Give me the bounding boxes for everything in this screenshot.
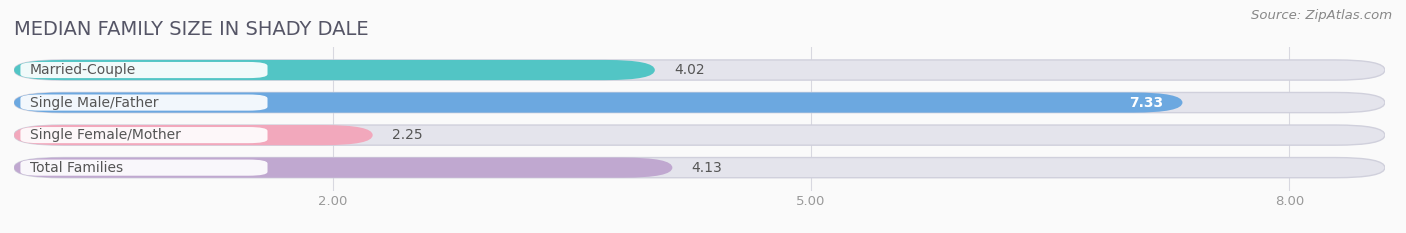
FancyBboxPatch shape [21,95,267,111]
Text: Single Male/Father: Single Male/Father [30,96,159,110]
Text: 4.02: 4.02 [673,63,704,77]
Text: MEDIAN FAMILY SIZE IN SHADY DALE: MEDIAN FAMILY SIZE IN SHADY DALE [14,21,368,39]
Text: 2.25: 2.25 [392,128,422,142]
FancyBboxPatch shape [14,60,655,80]
FancyBboxPatch shape [14,125,373,145]
Text: Total Families: Total Families [30,161,124,175]
FancyBboxPatch shape [14,125,1385,145]
Text: Source: ZipAtlas.com: Source: ZipAtlas.com [1251,9,1392,22]
FancyBboxPatch shape [14,93,1385,113]
Text: Single Female/Mother: Single Female/Mother [30,128,181,142]
FancyBboxPatch shape [14,93,1182,113]
FancyBboxPatch shape [21,160,267,176]
FancyBboxPatch shape [14,158,672,178]
FancyBboxPatch shape [21,62,267,78]
Text: 7.33: 7.33 [1129,96,1163,110]
FancyBboxPatch shape [21,127,267,143]
FancyBboxPatch shape [14,60,1385,80]
FancyBboxPatch shape [14,158,1385,178]
Text: 4.13: 4.13 [692,161,723,175]
Text: Married-Couple: Married-Couple [30,63,136,77]
